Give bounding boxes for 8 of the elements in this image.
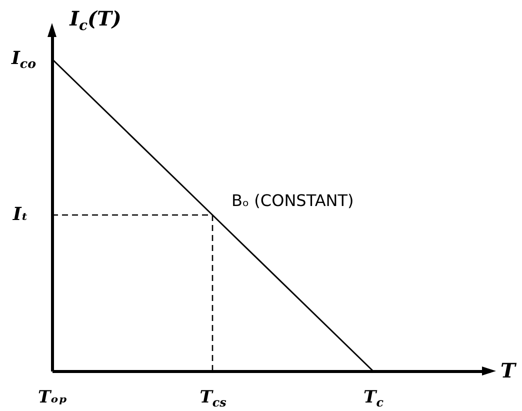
x-tick-label: T$_{c}$	[364, 388, 384, 410]
ref-line-label: Iₜ	[12, 204, 28, 225]
annotation: Bₒ (CONSTANT)	[232, 191, 354, 210]
x-axis-title: T	[500, 358, 518, 382]
annotation: I$_{co}$	[10, 48, 36, 71]
x-tick-label: T$_{cs}$	[200, 388, 227, 410]
y-axis-title: I$_{c}$(T)	[68, 6, 122, 34]
x-tick-label: Tₒₚ	[38, 388, 68, 408]
